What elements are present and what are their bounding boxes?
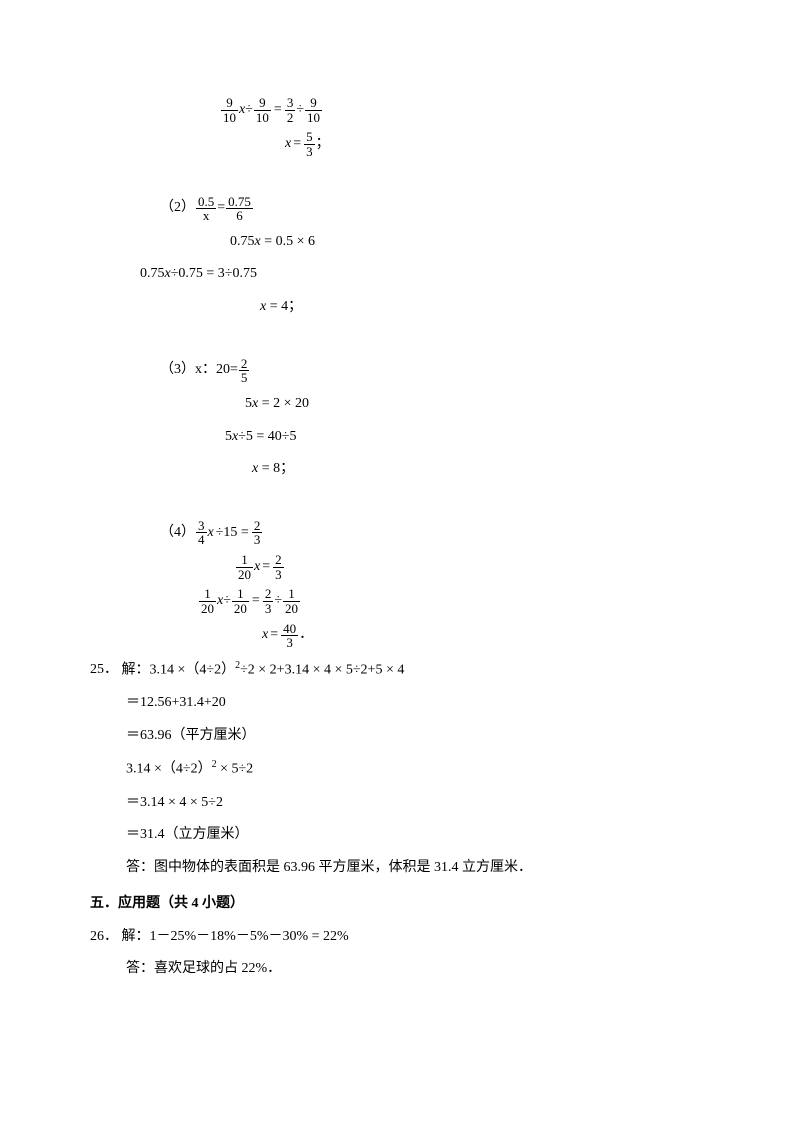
- q25-line4: 3.14 ×（4÷2）2 × 5÷2: [90, 755, 703, 783]
- frac-1-20a: 1 20: [236, 553, 253, 581]
- frac-2-3a: 2 3: [252, 519, 263, 547]
- p2-step1: 0.75x = 0.5 × 6: [90, 229, 703, 256]
- frac-2-3c: 2 3: [263, 587, 274, 615]
- op-eq: =: [293, 131, 301, 158]
- q25-line3: ＝63.96（平方厘米）: [90, 723, 703, 750]
- frac-2-5: 2 5: [239, 357, 250, 385]
- q25-line6: ＝31.4（立方厘米）: [90, 822, 703, 849]
- p1-step: 9 10 x ÷ 9 10 = 3 2 ÷ 9 10: [90, 96, 703, 124]
- p3-label: （3）: [160, 357, 195, 384]
- p4-step2: 1 20 x ÷ 1 20 = 2 3 ÷ 1 20: [90, 587, 703, 615]
- p3-result: x = 8；: [90, 456, 703, 483]
- p4-label: （4）: [160, 520, 195, 547]
- frac-2-3b: 2 3: [273, 553, 284, 581]
- q25-line5: ＝3.14 × 4 × 5÷2: [90, 790, 703, 817]
- frac-3-4: 3 4: [196, 519, 207, 547]
- p4-step1: 1 20 x = 2 3: [90, 553, 703, 581]
- frac-1-20d: 1 20: [283, 587, 300, 615]
- p3-step1: 5x = 2 × 20: [90, 391, 703, 418]
- frac-40-3: 40 3: [281, 622, 298, 650]
- p1-result: x = 5 3 ；: [90, 130, 703, 158]
- op-eq: =: [274, 97, 282, 124]
- frac-0.75-6: 0.75 6: [226, 195, 253, 223]
- p2-step2: 0.75x÷0.75 = 3÷0.75: [90, 261, 703, 288]
- q25-line1: 25． 解：3.14 ×（4÷2）2÷2 × 2+3.14 × 4 × 5÷2+…: [90, 656, 703, 684]
- p4-result: x = 40 3 ．: [90, 622, 703, 650]
- frac-9-10-a: 9 10: [221, 96, 238, 124]
- q26-label: 26．: [90, 924, 118, 951]
- frac-3-2: 3 2: [285, 96, 296, 124]
- q25-line2: ＝12.56+31.4+20: [90, 690, 703, 717]
- p2-label: （2）: [160, 195, 195, 222]
- q25-label: 25．: [90, 657, 118, 684]
- frac-0.5-x: 0.5 x: [196, 195, 216, 223]
- op-eq: =: [217, 195, 225, 222]
- op-div: ÷: [245, 97, 253, 124]
- frac-1-20c: 1 20: [232, 587, 249, 615]
- frac-5-3: 5 3: [304, 130, 315, 158]
- semicolon: ；: [316, 131, 330, 158]
- p2-result: x = 4；: [90, 294, 703, 321]
- section-5: 五．应用题（共 4 小题）: [90, 891, 703, 918]
- p3-prefix: x：20=: [195, 357, 238, 384]
- q25-answer: 答：图中物体的表面积是 63.96 平方厘米，体积是 31.4 立方厘米．: [90, 855, 703, 882]
- op-div: ÷: [296, 97, 304, 124]
- var-x: x: [285, 131, 291, 158]
- frac-9-10-b: 9 10: [254, 96, 271, 124]
- p3-header: （3） x：20= 2 5: [90, 357, 703, 385]
- frac-9-10-c: 9 10: [305, 96, 322, 124]
- p4-header: （4） 3 4 x ÷15 = 2 3: [90, 519, 703, 547]
- q26-line1: 26． 解：1－25%－18%－5%－30% = 22%: [90, 924, 703, 951]
- p3-step2: 5x÷5 = 40÷5: [90, 424, 703, 451]
- q26-answer: 答：喜欢足球的占 22%．: [90, 956, 703, 983]
- p2-header: （2） 0.5 x = 0.75 6: [90, 195, 703, 223]
- frac-1-20b: 1 20: [199, 587, 216, 615]
